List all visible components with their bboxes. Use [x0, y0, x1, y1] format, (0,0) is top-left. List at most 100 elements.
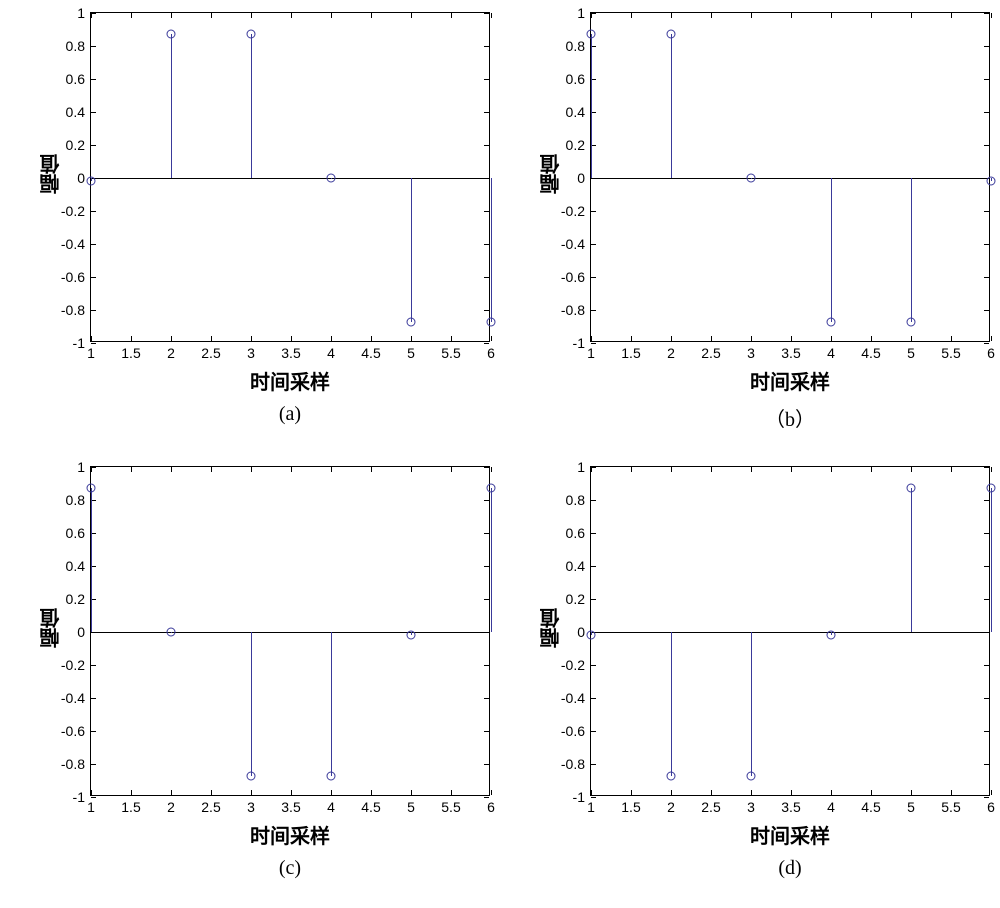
y-tick-label: -0.4 — [61, 690, 91, 706]
y-tick-mark — [484, 731, 489, 732]
x-tick-mark — [371, 13, 372, 18]
x-tick-mark — [711, 13, 712, 18]
y-tick-mark — [484, 698, 489, 699]
x-tick-mark — [171, 790, 172, 795]
y-tick-label: -0.2 — [561, 657, 591, 673]
stem — [251, 34, 252, 178]
y-tick-mark — [984, 731, 989, 732]
x-tick-label: 6 — [487, 341, 495, 361]
x-tick-label: 4.5 — [861, 341, 880, 361]
x-tick-mark — [91, 790, 92, 795]
x-tick-mark — [211, 790, 212, 795]
x-tick-mark — [91, 467, 92, 472]
x-tick-mark — [591, 13, 592, 18]
y-tick-mark — [984, 145, 989, 146]
y-tick-mark — [484, 211, 489, 212]
x-tick-label: 2 — [667, 795, 675, 815]
stem-marker — [327, 771, 336, 780]
y-tick-mark — [591, 178, 596, 179]
y-tick-mark — [591, 467, 596, 468]
x-tick-mark — [251, 467, 252, 472]
y-tick-mark — [984, 310, 989, 311]
x-tick-mark — [751, 467, 752, 472]
y-tick-mark — [591, 13, 596, 14]
x-tick-mark — [711, 336, 712, 341]
y-tick-mark — [984, 277, 989, 278]
x-tick-mark — [791, 790, 792, 795]
x-tick-label: 6 — [987, 795, 995, 815]
x-tick-label: 1.5 — [621, 341, 640, 361]
x-tick-label: 3 — [247, 795, 255, 815]
x-tick-mark — [591, 467, 592, 472]
x-tick-mark — [871, 790, 872, 795]
y-axis-label: 幅值 — [37, 154, 66, 194]
x-tick-mark — [671, 467, 672, 472]
stem-marker — [407, 317, 416, 326]
x-tick-mark — [991, 336, 992, 341]
x-tick-label: 4 — [827, 795, 835, 815]
baseline — [91, 632, 489, 633]
x-tick-mark — [131, 467, 132, 472]
x-tick-mark — [631, 13, 632, 18]
stem-marker — [247, 30, 256, 39]
y-tick-mark — [984, 211, 989, 212]
stem-marker — [827, 631, 836, 640]
y-tick-label: -0.6 — [61, 723, 91, 739]
stem — [491, 488, 492, 632]
x-tick-mark — [331, 336, 332, 341]
plot-box: 幅值-1-0.8-0.6-0.4-0.200.20.40.60.8111.522… — [590, 466, 990, 796]
x-tick-label: 2.5 — [201, 795, 220, 815]
stem-marker — [987, 484, 996, 493]
y-tick-mark — [484, 764, 489, 765]
y-tick-mark — [484, 277, 489, 278]
plot-wrap-a: 幅值-1-0.8-0.6-0.4-0.200.20.40.60.8111.522… — [90, 12, 490, 426]
plot-wrap-b: 幅值-1-0.8-0.6-0.4-0.200.20.40.60.8111.522… — [590, 12, 990, 432]
x-tick-mark — [211, 13, 212, 18]
y-tick-label: -0.8 — [61, 302, 91, 318]
x-tick-label: 3.5 — [781, 795, 800, 815]
x-tick-mark — [491, 790, 492, 795]
plot-wrap-c: 幅值-1-0.8-0.6-0.4-0.200.20.40.60.8111.522… — [90, 466, 490, 880]
stem-marker — [907, 484, 916, 493]
x-tick-mark — [951, 467, 952, 472]
x-tick-mark — [291, 13, 292, 18]
y-tick-mark — [91, 731, 96, 732]
x-axis-label: 时间采样 — [590, 366, 990, 395]
stem-marker — [667, 771, 676, 780]
y-tick-mark — [91, 79, 96, 80]
y-tick-mark — [984, 467, 989, 468]
y-tick-mark — [91, 112, 96, 113]
x-tick-mark — [251, 13, 252, 18]
x-tick-label: 1 — [87, 795, 95, 815]
y-tick-mark — [984, 112, 989, 113]
x-tick-label: 4.5 — [361, 341, 380, 361]
panel-c: 幅值-1-0.8-0.6-0.4-0.200.20.40.60.8111.522… — [0, 454, 500, 908]
y-tick-mark — [984, 244, 989, 245]
stem — [991, 488, 992, 632]
stem — [911, 178, 912, 322]
stem — [831, 178, 832, 322]
x-tick-mark — [671, 790, 672, 795]
panel-d: 幅值-1-0.8-0.6-0.4-0.200.20.40.60.8111.522… — [500, 454, 1000, 908]
stem — [251, 632, 252, 776]
y-tick-mark — [484, 566, 489, 567]
y-tick-mark — [984, 46, 989, 47]
y-tick-mark — [484, 178, 489, 179]
y-tick-mark — [984, 764, 989, 765]
y-tick-label: 0.4 — [566, 104, 591, 120]
y-tick-mark — [91, 500, 96, 501]
y-tick-mark — [591, 665, 596, 666]
y-tick-mark — [484, 467, 489, 468]
x-tick-mark — [251, 336, 252, 341]
y-tick-mark — [91, 46, 96, 47]
y-tick-label: 1 — [77, 459, 91, 475]
x-tick-mark — [331, 467, 332, 472]
stem-marker — [587, 631, 596, 640]
plot-box: 幅值-1-0.8-0.6-0.4-0.200.20.40.60.8111.522… — [90, 466, 490, 796]
y-tick-mark — [591, 145, 596, 146]
x-tick-mark — [911, 13, 912, 18]
y-tick-label: 0.4 — [566, 558, 591, 574]
x-tick-mark — [131, 790, 132, 795]
x-tick-mark — [791, 336, 792, 341]
y-tick-mark — [591, 79, 596, 80]
